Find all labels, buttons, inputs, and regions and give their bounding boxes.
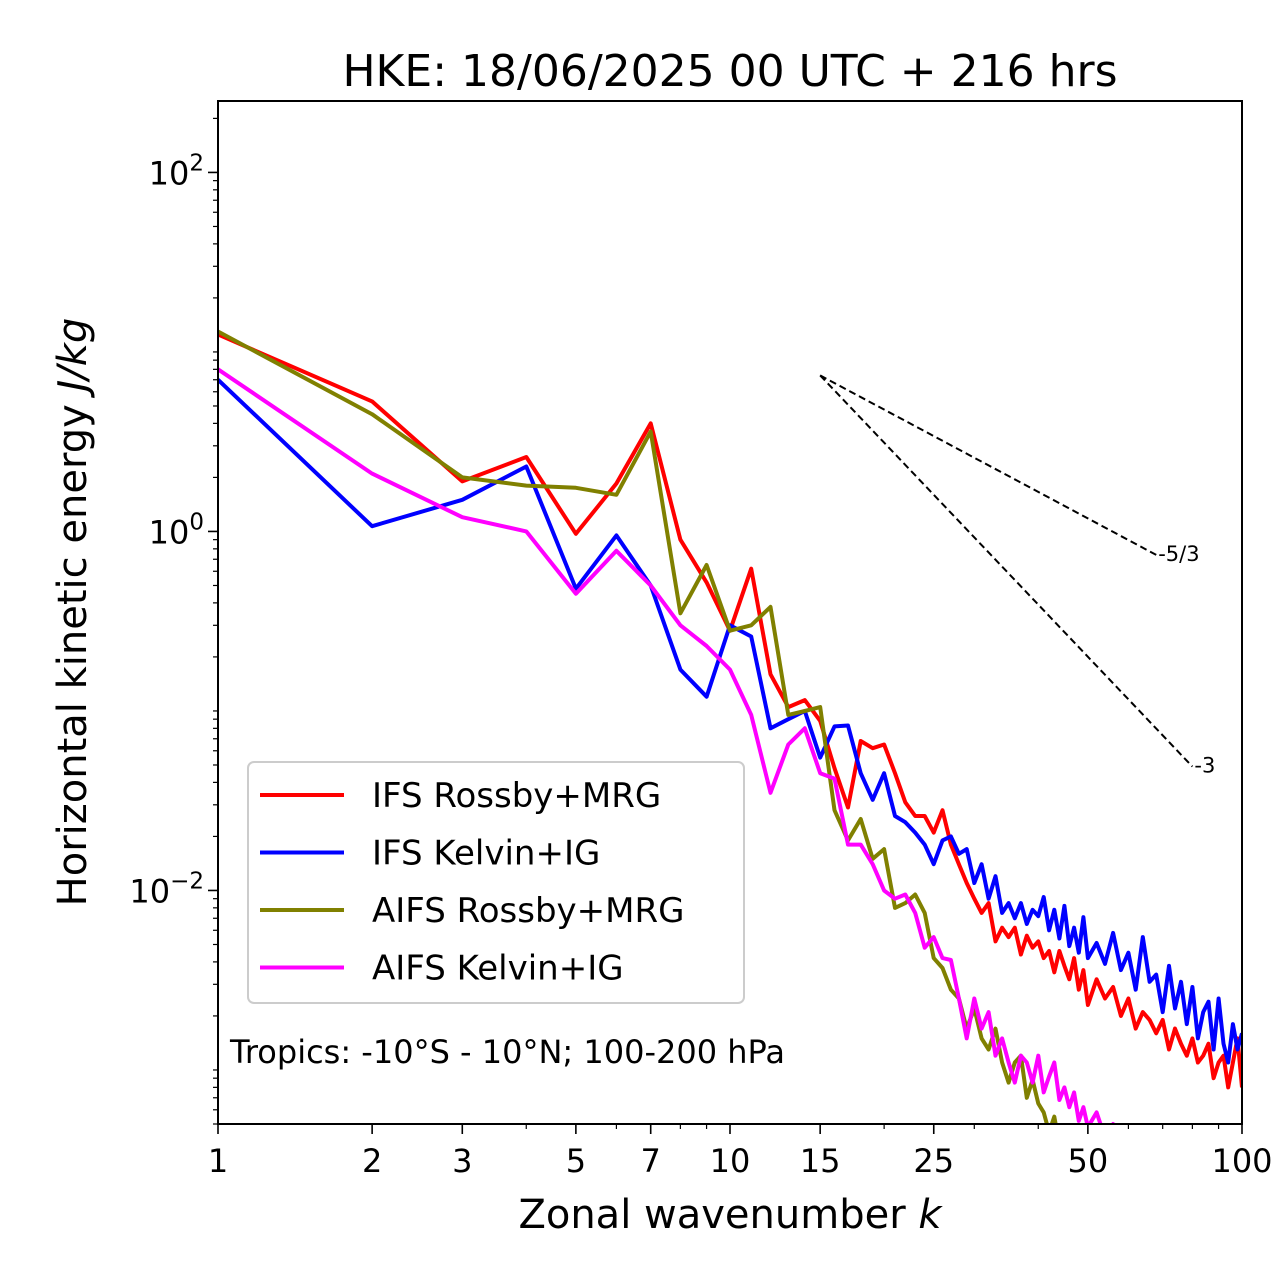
chart-title: HKE: 18/06/2025 00 UTC + 216 hrs [342,46,1117,97]
reference-line-label: -5/3 [1158,542,1199,566]
y-axis-label: Horizontal kinetic energy J/kg [50,318,96,907]
reference-line [819,374,1157,556]
legend-label: IFS Rossby+MRG [372,776,661,816]
x-tick-label: 10 [710,1142,751,1180]
series-line [218,329,1058,1124]
y-tick-label: 10−2 [129,868,204,910]
x-tick-label: 50 [1068,1142,1109,1180]
x-tick-label: 5 [566,1142,586,1180]
plot-frame [217,100,1243,1125]
legend-label: IFS Kelvin+IG [372,834,600,874]
series-line [218,367,1116,1124]
reference-line [819,374,1194,768]
x-tick-label: 3 [452,1142,472,1180]
reference-line-label: -3 [1194,754,1215,778]
legend-box [247,761,745,1004]
x-tick-label: 25 [913,1142,954,1180]
series-line [218,378,1242,1065]
series-line [218,332,1242,1090]
y-tick-label: 100 [149,509,204,551]
region-annotation: Tropics: -10°S - 10°N; 100-200 hPa [229,1033,785,1071]
y-tick-label: 102 [149,150,204,192]
x-tick-label: 2 [362,1142,382,1180]
x-axis-label: Zonal wavenumber k [518,1192,943,1238]
legend-label: AIFS Rossby+MRG [372,891,684,931]
x-tick-label: 100 [1211,1142,1272,1180]
x-tick-label: 1 [208,1142,228,1180]
x-tick-label: 15 [800,1142,841,1180]
x-tick-label: 7 [641,1142,661,1180]
legend-label: AIFS Kelvin+IG [372,949,624,989]
